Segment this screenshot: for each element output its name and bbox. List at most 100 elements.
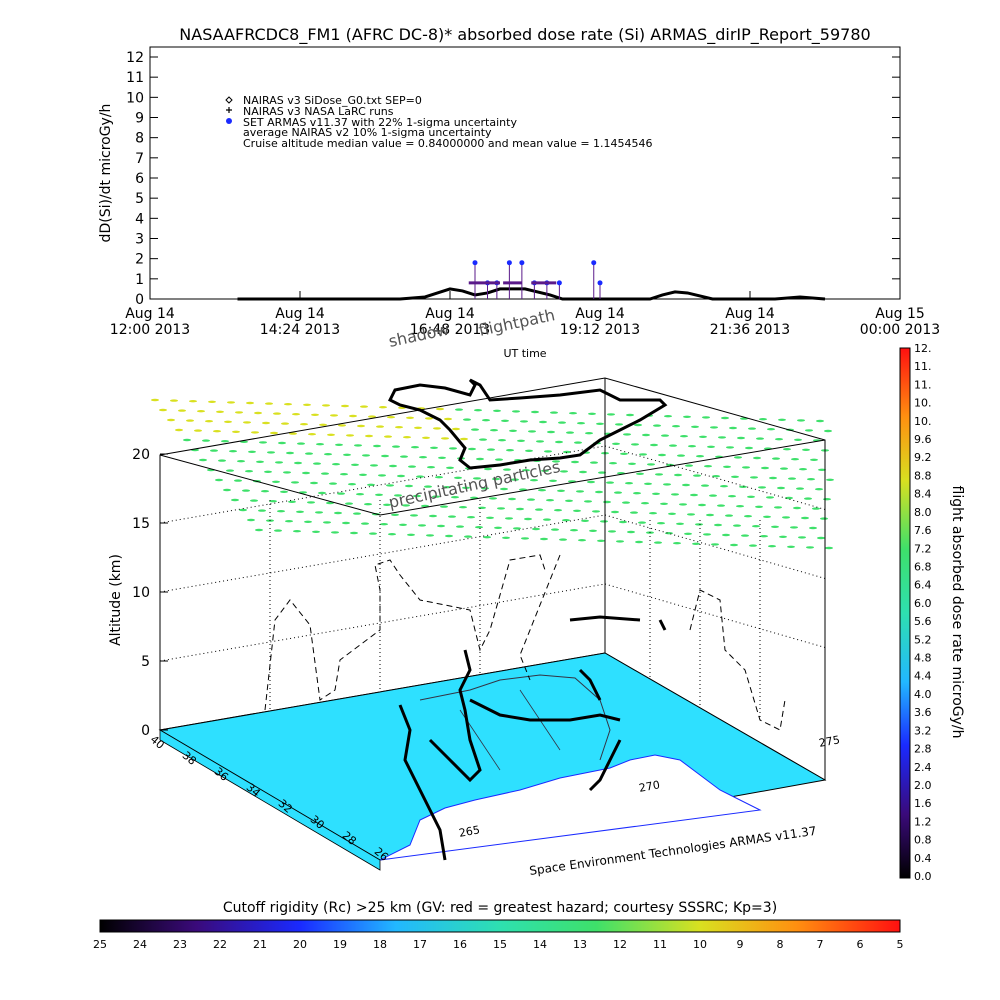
precip-dot <box>506 449 514 452</box>
precip-dot <box>752 525 760 528</box>
precip-dot <box>748 427 756 430</box>
precip-dot <box>243 421 251 424</box>
precip-dot <box>733 524 741 527</box>
chart-title: NASAAFRCDC8_FM1 (AFRC DC-8)* absorbed do… <box>179 25 870 45</box>
precip-dot <box>427 466 435 469</box>
bottom-colorbar-tick-label: 9 <box>737 938 744 951</box>
precip-dot <box>270 431 278 435</box>
precip-dot <box>634 423 642 427</box>
precip-dot <box>809 526 817 530</box>
precip-dot <box>296 510 304 513</box>
precip-dot <box>356 493 364 496</box>
precip-dot <box>639 453 647 456</box>
precip-dot <box>350 531 358 535</box>
precip-dot <box>677 454 685 457</box>
precip-dot <box>424 485 432 488</box>
precip-dot <box>684 532 692 535</box>
right-colorbar-tick-label: 6.4 <box>914 579 932 592</box>
precip-dot <box>208 400 216 403</box>
precip-dot <box>346 434 354 437</box>
armas-point <box>556 280 562 286</box>
precip-dot <box>394 494 402 497</box>
right-colorbar-tick-label: 1.6 <box>914 797 932 810</box>
precip-dot <box>636 472 644 475</box>
precip-dot <box>653 424 661 427</box>
precip-dot <box>226 469 234 472</box>
precip-dot <box>710 426 718 429</box>
precip-dot <box>248 450 256 453</box>
precip-dot <box>769 476 777 480</box>
precip-dot <box>552 460 560 463</box>
right-colorbar-bar <box>899 347 911 879</box>
precip-dot <box>368 415 376 418</box>
precip-dot <box>756 437 764 440</box>
precip-dot <box>416 475 424 478</box>
precip-dot <box>337 492 345 495</box>
precip-dot <box>464 535 472 538</box>
precip-dot <box>793 506 801 510</box>
dose-x-tick-label-bottom: 19:12 2013 <box>560 322 640 338</box>
precip-dot <box>747 495 755 498</box>
armas-series <box>468 260 603 299</box>
right-colorbar-label: flight absorbed dose rate microGy/h <box>949 486 965 739</box>
precip-dot <box>303 403 311 406</box>
precip-dot <box>585 432 593 435</box>
precip-dot <box>484 467 492 471</box>
precip-dot <box>400 455 408 458</box>
precip-dot <box>753 456 761 460</box>
precip-dot <box>546 499 554 502</box>
right-colorbar-tick-label: 0.0 <box>914 870 932 883</box>
precip-dot <box>476 457 484 461</box>
altitude-tick-label: 20 <box>132 447 150 463</box>
precip-dot <box>321 472 329 475</box>
precip-dot <box>717 504 725 507</box>
armas-point <box>472 260 478 266</box>
precip-dot <box>558 421 566 424</box>
precip-dot <box>189 400 197 403</box>
precip-dot <box>367 483 375 486</box>
precip-dot <box>730 543 738 547</box>
precip-dot <box>305 452 313 455</box>
precip-dot <box>262 421 270 425</box>
precip-dot <box>463 418 471 421</box>
precip-dot <box>641 502 649 505</box>
precip-dot <box>817 536 825 540</box>
dose-y-tick-label: 6 <box>135 171 144 187</box>
precip-dot <box>331 531 339 534</box>
right-colorbar-tick-label: 6.0 <box>914 597 932 610</box>
precip-dot <box>692 542 700 545</box>
dose-y-tick-label: 10 <box>126 90 144 106</box>
altitude-tick-label: 15 <box>132 516 150 532</box>
precip-dot <box>310 481 318 485</box>
precip-dot <box>544 450 552 453</box>
precip-dot <box>297 442 305 445</box>
precip-dot <box>626 413 634 417</box>
armas-point <box>597 280 603 286</box>
precip-dot <box>711 543 719 546</box>
precip-dot <box>202 439 210 442</box>
precip-dot <box>644 482 652 485</box>
precip-dot <box>378 474 386 477</box>
precip-dot <box>570 529 578 532</box>
dose-x-tick-label-bottom: 00:00 2013 <box>860 322 940 338</box>
precip-dot <box>213 430 221 433</box>
precip-dot <box>707 445 715 448</box>
precip-dot <box>559 538 567 541</box>
precip-dot <box>664 415 672 418</box>
flightpath-shadow-top <box>387 378 668 470</box>
precip-dot <box>563 450 571 454</box>
precip-dot <box>722 533 730 537</box>
precip-dot <box>701 484 709 487</box>
precip-dot <box>443 486 451 489</box>
precip-dot <box>574 441 582 444</box>
precip-dot <box>272 480 280 483</box>
precip-dot <box>578 539 586 542</box>
precip-dot <box>375 493 383 496</box>
precip-dot <box>720 485 728 488</box>
precip-dot <box>474 409 482 412</box>
precip-dot <box>728 495 736 498</box>
precip-dot <box>723 465 731 468</box>
precip-dot <box>665 532 673 535</box>
precip-dot <box>490 429 498 432</box>
precip-dot <box>242 489 250 492</box>
